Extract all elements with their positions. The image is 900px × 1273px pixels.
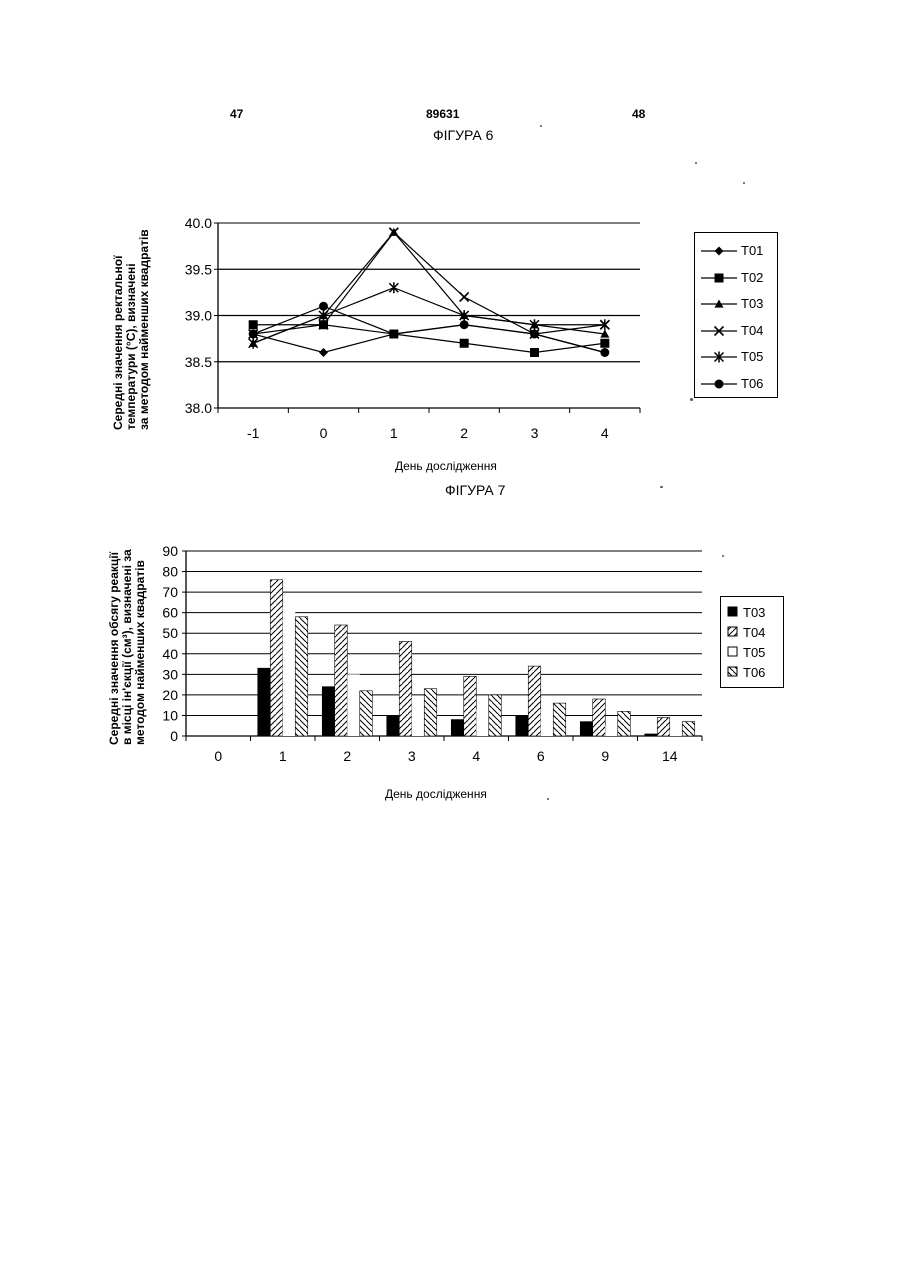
legend-label: Т04: [743, 625, 765, 640]
y-tick-label: 10: [162, 707, 178, 723]
x-tick-label: 6: [537, 748, 545, 764]
scan-speck: [743, 182, 745, 184]
y-tick-label: 30: [162, 666, 178, 682]
scan-speck: [695, 162, 697, 164]
y-tick-label: 0: [170, 728, 178, 744]
bar-Т06: [424, 689, 437, 736]
bar-Т03: [580, 722, 593, 736]
bar-Т04: [270, 580, 283, 736]
legend-swatch-box: [728, 647, 737, 656]
x-tick-label: 4: [472, 748, 480, 764]
y-label-line: методом найменших квадратів: [134, 549, 147, 745]
legend-label: Т06: [743, 665, 765, 680]
legend-entry: Т05: [721, 645, 783, 661]
scan-speck: [540, 125, 542, 127]
bar-Т05: [541, 709, 554, 736]
bar-Т06: [682, 722, 695, 736]
bar-Т06: [489, 695, 502, 736]
y-tick-label: 20: [162, 687, 178, 703]
figure-7-y-axis-label: Середні значення обсягу реакції в місці …: [108, 549, 147, 745]
y-tick-label: 80: [162, 564, 178, 580]
bar-Т03: [451, 720, 464, 736]
x-tick-label: 9: [601, 748, 609, 764]
bar-Т05: [347, 674, 360, 736]
bar-Т05: [412, 697, 425, 736]
bar-Т03: [322, 687, 335, 736]
scan-speck: [547, 798, 549, 800]
bar-Т06: [360, 691, 373, 736]
legend-swatch: [727, 665, 739, 679]
bar-Т03: [516, 715, 529, 736]
y-tick-label: 50: [162, 625, 178, 641]
bar-Т04: [528, 666, 541, 736]
legend-swatch: [727, 625, 739, 639]
bar-Т04: [399, 641, 412, 736]
scan-speck: [660, 486, 663, 488]
y-tick-label: 60: [162, 605, 178, 621]
bar-Т04: [657, 718, 670, 737]
x-tick-label: 1: [279, 748, 287, 764]
legend-swatch-box: [728, 667, 737, 676]
bar-Т06: [553, 703, 566, 736]
bar-Т06: [618, 711, 631, 736]
legend-entry: Т06: [721, 665, 783, 681]
bar-Т05: [605, 726, 618, 736]
y-tick-label: 90: [162, 543, 178, 559]
legend-label: Т03: [743, 605, 765, 620]
x-tick-label: 0: [214, 748, 222, 764]
x-tick-label: 3: [408, 748, 416, 764]
bar-Т03: [645, 734, 658, 736]
figure-7-x-axis-label: День дослідження: [385, 787, 487, 801]
bar-Т06: [295, 617, 308, 736]
bar-Т03: [387, 715, 400, 736]
legend-label: Т05: [743, 645, 765, 660]
x-tick-label: 2: [343, 748, 351, 764]
x-tick-label: 14: [662, 748, 678, 764]
legend-entry: Т03: [721, 605, 783, 621]
bar-Т05: [670, 730, 683, 736]
scan-speck: [722, 555, 724, 557]
legend-entry: Т04: [721, 625, 783, 641]
bar-Т04: [464, 676, 477, 736]
bar-Т05: [476, 709, 489, 736]
bar-Т03: [258, 668, 271, 736]
bar-Т04: [335, 625, 348, 736]
figure-7-legend: Т03 Т04 Т05 Т06: [720, 596, 784, 688]
scan-speck: [690, 398, 693, 401]
legend-swatch: [727, 605, 739, 619]
bar-Т04: [593, 699, 606, 736]
legend-swatch-box: [728, 627, 737, 636]
y-tick-label: 40: [162, 646, 178, 662]
bar-Т05: [283, 607, 296, 737]
y-tick-label: 70: [162, 584, 178, 600]
legend-swatch: [727, 645, 739, 659]
legend-swatch-box: [728, 607, 737, 616]
